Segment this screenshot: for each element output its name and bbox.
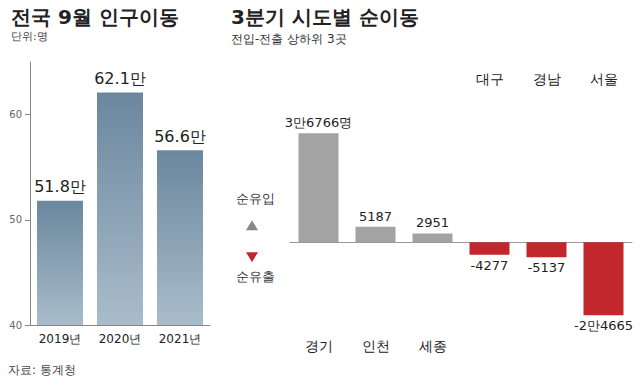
svg-text:경기: 경기 xyxy=(305,338,333,354)
svg-text:서울: 서울 xyxy=(590,71,618,87)
svg-text:60: 60 xyxy=(9,109,22,120)
svg-text:순유입: 순유입 xyxy=(236,191,275,206)
svg-text:-2만4665: -2만4665 xyxy=(574,318,633,333)
svg-text:단위:명: 단위:명 xyxy=(11,30,48,43)
svg-text:-5137: -5137 xyxy=(528,260,566,275)
svg-text:51.8만: 51.8만 xyxy=(34,177,86,196)
svg-text:세종: 세종 xyxy=(419,338,447,354)
svg-text:자료: 통계청: 자료: 통계청 xyxy=(8,363,76,377)
svg-text:대구: 대구 xyxy=(476,71,504,87)
svg-text:3만6766명: 3만6766명 xyxy=(285,115,352,130)
svg-text:전국 9월 인구이동: 전국 9월 인구이동 xyxy=(11,5,179,29)
svg-text:경남: 경남 xyxy=(533,71,561,87)
svg-text:62.1만: 62.1만 xyxy=(94,69,146,88)
svg-text:인천: 인천 xyxy=(362,338,390,354)
svg-text:5187: 5187 xyxy=(359,209,392,224)
svg-text:3분기 시도별 순이동: 3분기 시도별 순이동 xyxy=(231,5,419,29)
svg-text:2951: 2951 xyxy=(416,215,449,230)
svg-text:순유출: 순유출 xyxy=(236,269,275,284)
svg-text:2021년: 2021년 xyxy=(159,332,202,346)
svg-text:-4277: -4277 xyxy=(471,258,509,273)
svg-text:56.6만: 56.6만 xyxy=(154,127,206,146)
svg-text:전입-전출 상하위 3곳: 전입-전출 상하위 3곳 xyxy=(231,32,347,46)
svg-text:50: 50 xyxy=(9,214,22,225)
svg-text:2020년: 2020년 xyxy=(99,332,142,346)
svg-text:2019년: 2019년 xyxy=(39,332,82,346)
svg-text:40: 40 xyxy=(9,320,22,331)
